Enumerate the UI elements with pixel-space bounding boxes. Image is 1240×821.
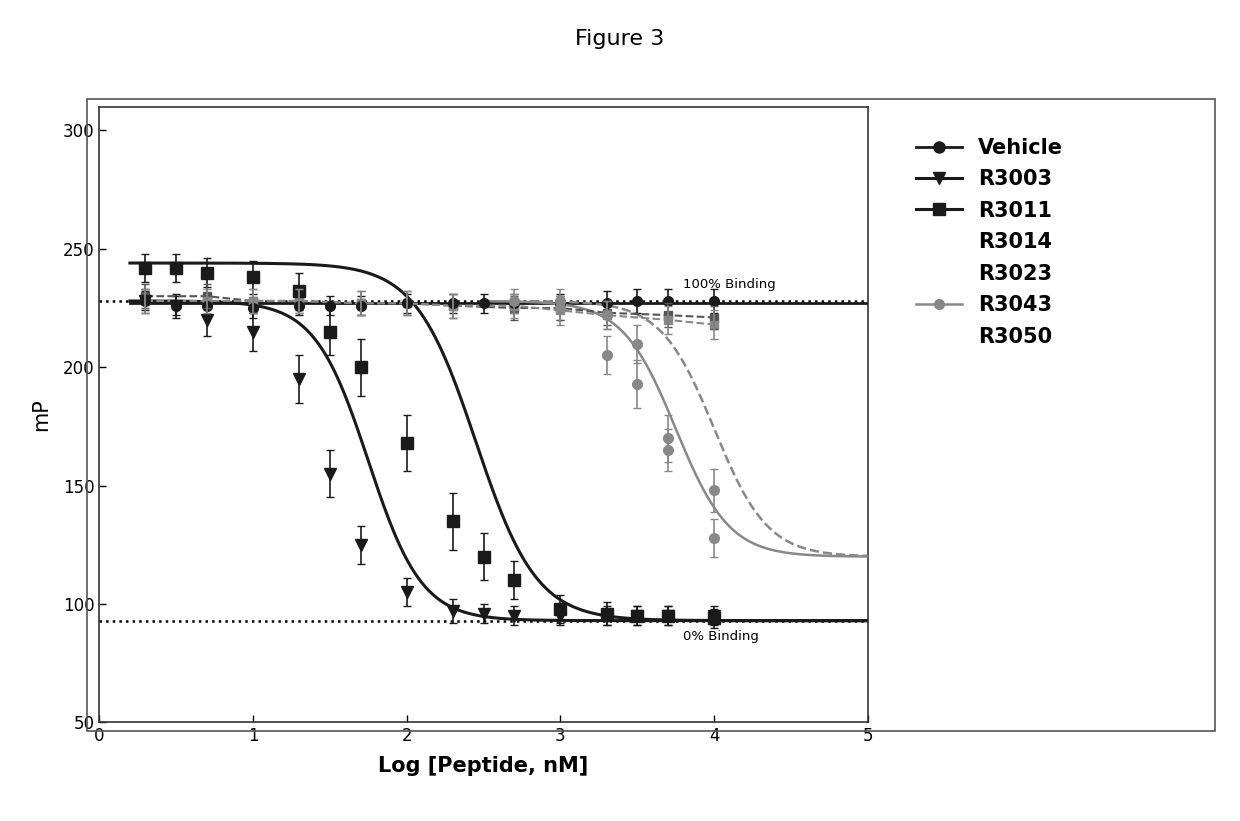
Text: 100% Binding: 100% Binding <box>683 278 776 291</box>
Text: Figure 3: Figure 3 <box>575 29 665 48</box>
Legend: Vehicle, R3003, R3011, R3014, R3023, R3043, R3050: Vehicle, R3003, R3011, R3014, R3023, R30… <box>908 130 1071 355</box>
X-axis label: Log [Peptide, nM]: Log [Peptide, nM] <box>378 756 589 777</box>
Y-axis label: mP: mP <box>31 398 52 431</box>
Text: 0% Binding: 0% Binding <box>683 631 759 643</box>
